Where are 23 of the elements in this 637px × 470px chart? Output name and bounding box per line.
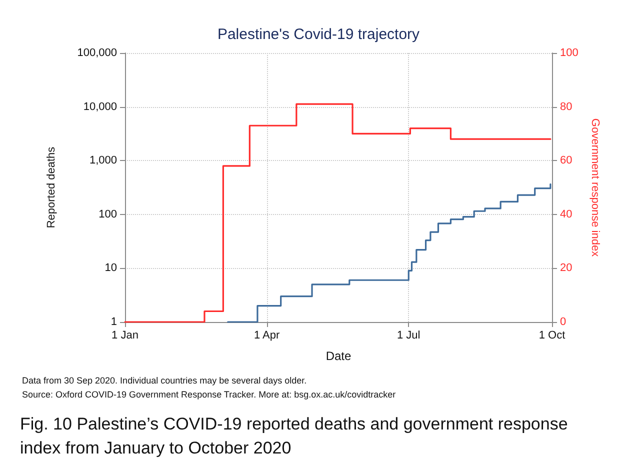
y2-tick-label: 20 bbox=[560, 262, 572, 274]
source-note: Source: Oxford COVID-19 Government Response Tracker. More at: bsg.ox.ac.uk/covidtracker bbox=[22, 390, 396, 400]
y-tick-label: 1,000 bbox=[89, 154, 117, 167]
x-tick-label: 1 Jul bbox=[397, 330, 420, 342]
y2-tick-label: 60 bbox=[560, 154, 572, 167]
text: Data from 30 Sep 2020. Individual countries may be several days older. bbox=[22, 376, 307, 386]
y2-tick-label: 0 bbox=[560, 316, 566, 328]
y-tick-label: 1 bbox=[110, 316, 117, 328]
x-tick-label: 1 Jan bbox=[112, 330, 138, 342]
x-tick-label: 1 Apr bbox=[254, 330, 280, 342]
y2-tick-label: 100 bbox=[560, 47, 578, 59]
y-tick-label: 100,000 bbox=[77, 47, 117, 59]
y-tick-label: 10,000 bbox=[83, 100, 117, 113]
y2-axis-title: Government response index bbox=[588, 118, 601, 258]
y2-tick-label: 80 bbox=[560, 100, 572, 113]
y-axis-title: Reported deaths bbox=[46, 146, 58, 228]
caption: Fig. 10 Palestine’s COVID-19 reported deaths and government response index from January to October 2020 bbox=[20, 414, 572, 458]
x-axis-title: Date bbox=[326, 349, 352, 363]
y2-tick-label: 40 bbox=[560, 208, 572, 220]
y-tick-label: 100 bbox=[98, 208, 117, 220]
chart-title: Palestine's Covid-19 trajectory bbox=[217, 26, 420, 43]
y-tick-label: 10 bbox=[104, 262, 117, 274]
x-tick-label: 1 Oct bbox=[538, 330, 566, 342]
